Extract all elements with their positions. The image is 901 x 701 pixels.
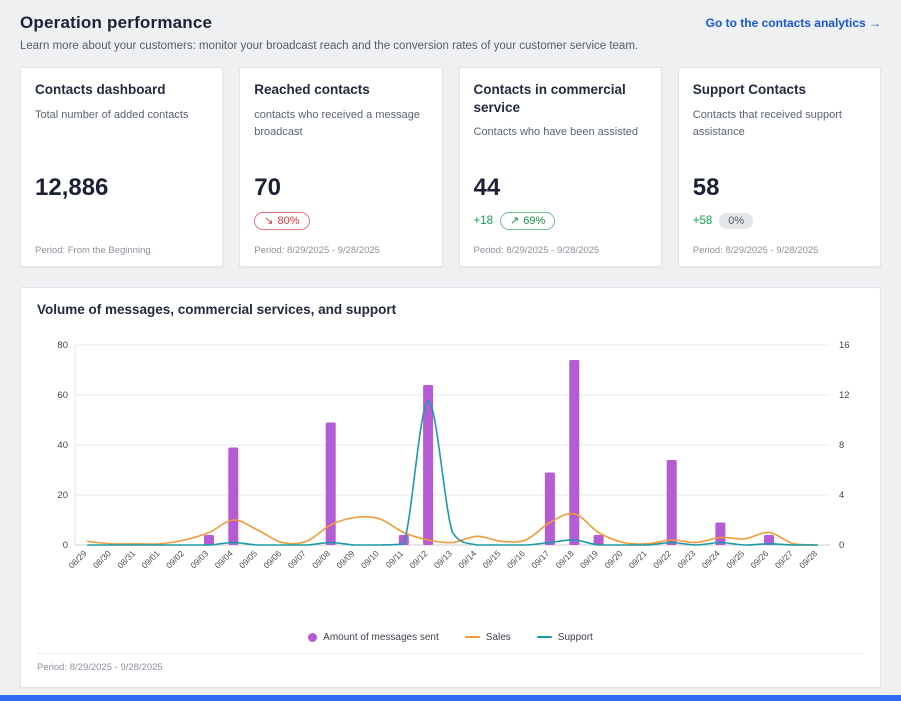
page-header: Operation performance Go to the contacts… bbox=[20, 13, 881, 33]
svg-text:09/20: 09/20 bbox=[602, 548, 624, 570]
svg-text:09/04: 09/04 bbox=[213, 548, 235, 570]
card-period: Period: 8/29/2025 - 9/28/2025 bbox=[473, 245, 600, 256]
legend-label: Support bbox=[557, 631, 593, 643]
svg-text:09/25: 09/25 bbox=[724, 548, 746, 570]
trend-badge: ↘ 80% bbox=[254, 212, 310, 230]
card-title: Support Contacts bbox=[692, 82, 806, 97]
volume-chart-card: Volume of messages, commercial services,… bbox=[20, 287, 881, 688]
svg-text:4: 4 bbox=[839, 490, 844, 501]
svg-text:09/21: 09/21 bbox=[627, 548, 649, 570]
svg-text:09/24: 09/24 bbox=[700, 548, 722, 570]
svg-text:09/26: 09/26 bbox=[748, 548, 770, 570]
legend-line-icon bbox=[464, 635, 480, 639]
svg-text:09/19: 09/19 bbox=[578, 548, 600, 570]
trend-badge: 0% bbox=[719, 213, 754, 229]
card-title: Contacts in commercial service bbox=[473, 82, 626, 115]
svg-text:16: 16 bbox=[839, 340, 850, 351]
page-title: Operation performance bbox=[20, 13, 213, 32]
trend-value: 80% bbox=[277, 214, 300, 227]
card-value: 44 bbox=[473, 174, 501, 201]
card-value: 58 bbox=[692, 174, 720, 201]
contacts-analytics-link[interactable]: Go to the contacts analytics → bbox=[705, 16, 881, 30]
stat-cards-row: Contacts dashboard Total number of added… bbox=[20, 67, 881, 267]
svg-text:09/06: 09/06 bbox=[261, 548, 283, 570]
svg-text:09/01: 09/01 bbox=[139, 548, 161, 570]
card-period: Period: 8/29/2025 - 9/28/2025 bbox=[692, 245, 819, 256]
trend-value: 0% bbox=[728, 214, 745, 227]
svg-text:09/13: 09/13 bbox=[432, 548, 454, 570]
svg-text:09/22: 09/22 bbox=[651, 548, 673, 570]
svg-text:09/16: 09/16 bbox=[505, 548, 527, 570]
bottom-accent-bar bbox=[0, 695, 901, 701]
page-subtitle: Learn more about your customers: monitor… bbox=[20, 40, 639, 52]
card-value: 70 bbox=[254, 174, 281, 201]
card-value: 12,886 bbox=[35, 174, 109, 201]
card-period: Period: 8/29/2025 - 9/28/2025 bbox=[254, 245, 380, 256]
legend-line-icon bbox=[536, 635, 552, 639]
svg-text:09/07: 09/07 bbox=[286, 548, 308, 570]
svg-text:09/10: 09/10 bbox=[359, 548, 381, 570]
chart-period: Period: 8/29/2025 - 9/28/2025 bbox=[37, 653, 864, 679]
trend-up-icon: ↗ bbox=[510, 214, 520, 227]
chart-legend: Amount of messages sent Sales Support bbox=[37, 626, 864, 648]
svg-text:09/14: 09/14 bbox=[456, 548, 478, 570]
delta-value: +58 bbox=[692, 215, 713, 227]
svg-text:80: 80 bbox=[57, 340, 68, 351]
card-description: contacts who received a message broadcas… bbox=[254, 108, 420, 138]
card-description: Contacts that received support assistanc… bbox=[692, 108, 842, 138]
card-description: Total number of added contacts bbox=[35, 108, 189, 121]
svg-text:09/28: 09/28 bbox=[797, 548, 819, 570]
svg-text:09/12: 09/12 bbox=[407, 548, 429, 570]
svg-text:09/09: 09/09 bbox=[334, 548, 356, 570]
svg-text:60: 60 bbox=[57, 390, 68, 401]
legend-item-sales[interactable]: Sales bbox=[464, 631, 511, 643]
legend-label: Amount of messages sent bbox=[323, 631, 439, 643]
stat-card-commercial-service: Contacts in commercial service Contacts … bbox=[458, 67, 662, 267]
legend-item-messages[interactable]: Amount of messages sent bbox=[308, 632, 439, 643]
svg-text:09/08: 09/08 bbox=[310, 548, 332, 570]
svg-text:09/05: 09/05 bbox=[237, 548, 259, 570]
svg-text:09/03: 09/03 bbox=[188, 548, 210, 570]
svg-text:09/18: 09/18 bbox=[554, 548, 576, 570]
svg-text:0: 0 bbox=[839, 540, 844, 551]
trend-down-icon: ↘ bbox=[264, 214, 274, 227]
svg-text:09/11: 09/11 bbox=[384, 548, 406, 570]
svg-text:0: 0 bbox=[63, 540, 68, 551]
svg-text:8: 8 bbox=[839, 440, 844, 451]
svg-text:12: 12 bbox=[839, 390, 850, 401]
badge-row: ↘ 80% bbox=[254, 209, 427, 233]
svg-text:08/31: 08/31 bbox=[115, 548, 137, 570]
delta-value: +18 bbox=[473, 215, 494, 227]
svg-text:09/02: 09/02 bbox=[164, 548, 186, 570]
card-period: Period: From the Beginning bbox=[35, 245, 151, 256]
legend-label: Sales bbox=[485, 631, 511, 643]
svg-text:08/30: 08/30 bbox=[91, 548, 113, 570]
svg-text:09/17: 09/17 bbox=[529, 548, 551, 570]
badge-row bbox=[35, 209, 208, 233]
svg-text:08/29: 08/29 bbox=[66, 548, 88, 570]
stat-card-support-contacts: Support Contacts Contacts that received … bbox=[677, 67, 881, 267]
chart-title: Volume of messages, commercial services,… bbox=[37, 302, 397, 317]
trend-badge: ↗ 69% bbox=[500, 212, 556, 230]
stat-card-contacts-dashboard: Contacts dashboard Total number of added… bbox=[20, 67, 224, 267]
svg-text:40: 40 bbox=[57, 440, 68, 451]
card-title: Contacts dashboard bbox=[35, 82, 166, 97]
stat-card-reached-contacts: Reached contacts contacts who received a… bbox=[239, 67, 443, 267]
svg-text:20: 20 bbox=[57, 490, 68, 501]
card-description: Contacts who have been assisted bbox=[473, 126, 639, 139]
svg-text:09/27: 09/27 bbox=[773, 548, 795, 570]
card-title: Reached contacts bbox=[254, 82, 370, 97]
svg-text:09/15: 09/15 bbox=[480, 548, 502, 570]
legend-dot-icon bbox=[308, 632, 318, 642]
trend-value: 69% bbox=[523, 214, 546, 227]
badge-row: +18 ↗ 69% bbox=[474, 209, 647, 233]
svg-text:09/23: 09/23 bbox=[675, 548, 697, 570]
legend-item-support[interactable]: Support bbox=[536, 631, 593, 643]
badge-row: +58 0% bbox=[693, 209, 866, 233]
